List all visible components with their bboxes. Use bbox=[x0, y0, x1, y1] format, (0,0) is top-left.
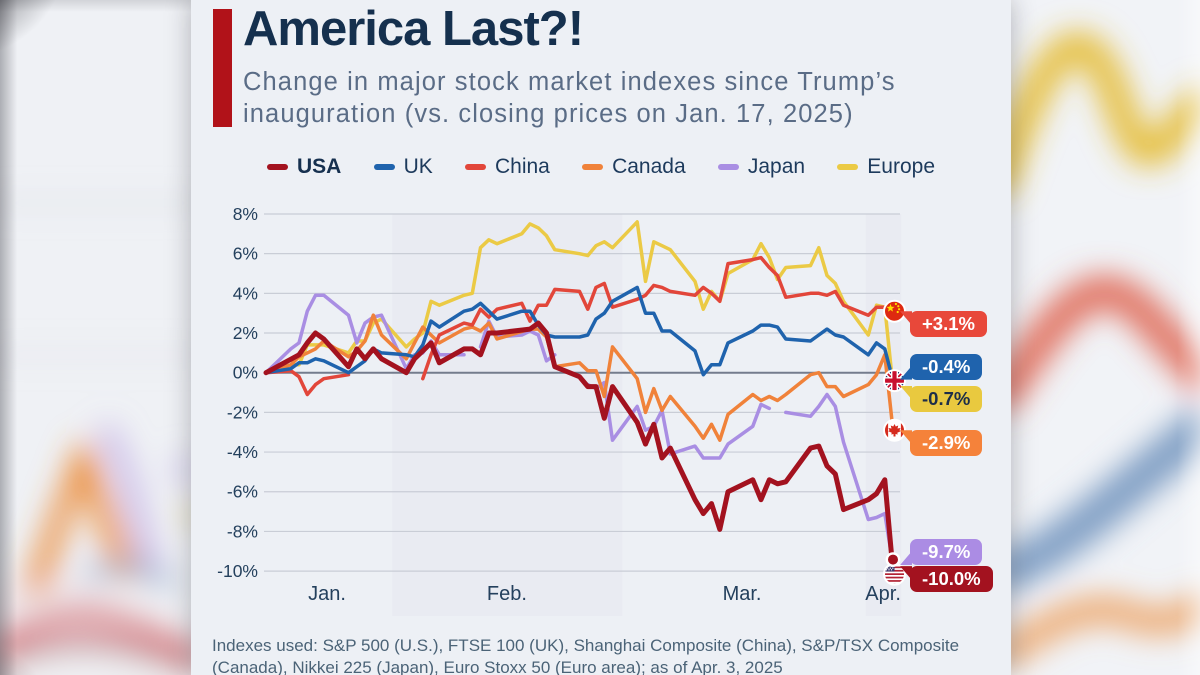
svg-text:-6%: -6% bbox=[227, 482, 258, 502]
end-label-uk: -0.4% bbox=[900, 353, 983, 380]
svg-text:-2%: -2% bbox=[227, 402, 258, 422]
legend-dash-icon bbox=[717, 164, 739, 170]
infographic-card: America Last?! Change in major stock mar… bbox=[191, 0, 1011, 675]
legend-item-uk: UK bbox=[373, 155, 433, 179]
end-markers bbox=[884, 299, 906, 586]
legend-label: USA bbox=[297, 155, 342, 178]
legend-dash-icon bbox=[582, 164, 604, 170]
month-bands bbox=[392, 214, 902, 616]
svg-text:6%: 6% bbox=[233, 244, 258, 264]
end-label-usa: -10.0% bbox=[900, 566, 993, 593]
svg-text:-4%: -4% bbox=[227, 442, 258, 462]
end-label-canada: -2.9% bbox=[900, 430, 983, 457]
legend-item-usa: USA bbox=[267, 155, 341, 179]
svg-text:0%: 0% bbox=[233, 363, 258, 383]
legend-label: Japan bbox=[747, 155, 806, 178]
uk-flag-icon bbox=[884, 370, 906, 392]
blurred-background-left bbox=[0, 0, 191, 675]
svg-text:Feb.: Feb. bbox=[487, 583, 527, 605]
legend-item-japan: Japan bbox=[717, 155, 806, 179]
x-axis-labels: Jan. Feb. Mar. Apr. bbox=[308, 583, 901, 605]
svg-text:Mar.: Mar. bbox=[723, 583, 762, 605]
legend-item-europe: Europe bbox=[837, 155, 935, 179]
legend-label: Europe bbox=[867, 155, 935, 178]
svg-text:-10%: -10% bbox=[217, 561, 258, 581]
title-accent-bar bbox=[213, 9, 232, 127]
line-chart: 8% 6% 4% 2% 0% -2% -4% -6% -8% -10% Jan. Feb. Mar. A… bbox=[217, 204, 1011, 616]
chart-subtitle: Change in major stock market indexes sin… bbox=[243, 68, 896, 128]
page-title: America Last?! bbox=[243, 2, 584, 56]
svg-text:Jan.: Jan. bbox=[308, 583, 346, 605]
svg-text:8%: 8% bbox=[233, 204, 258, 224]
end-label-china: +3.1% bbox=[900, 311, 987, 338]
y-axis-labels: 8% 6% 4% 2% 0% -2% -4% -6% -8% -10% bbox=[217, 204, 258, 581]
legend-item-china: China bbox=[464, 155, 550, 179]
legend-dash-icon bbox=[373, 164, 395, 170]
legend-dash-icon bbox=[837, 164, 859, 170]
legend-item-canada: Canada bbox=[582, 155, 686, 179]
legend-dash-icon bbox=[464, 164, 486, 170]
chart-legend: USA UK China Canada Japan Europe bbox=[267, 155, 935, 179]
end-label-japan: -9.7% bbox=[900, 539, 983, 566]
svg-text:4%: 4% bbox=[233, 283, 258, 303]
svg-text:2%: 2% bbox=[233, 323, 258, 343]
svg-text:Apr.: Apr. bbox=[865, 583, 901, 605]
blurred-background-right bbox=[1011, 0, 1200, 675]
series-lines bbox=[263, 220, 896, 574]
legend-label: Canada bbox=[612, 155, 686, 178]
source-note: Indexes used: S&P 500 (U.S.), FTSE 100 (… bbox=[212, 636, 960, 675]
end-label-europe: -0.7% bbox=[900, 385, 983, 412]
legend-label: China bbox=[494, 155, 550, 178]
legend-dash-icon bbox=[267, 164, 288, 170]
svg-text:-8%: -8% bbox=[227, 521, 258, 541]
legend-label: UK bbox=[403, 155, 433, 178]
